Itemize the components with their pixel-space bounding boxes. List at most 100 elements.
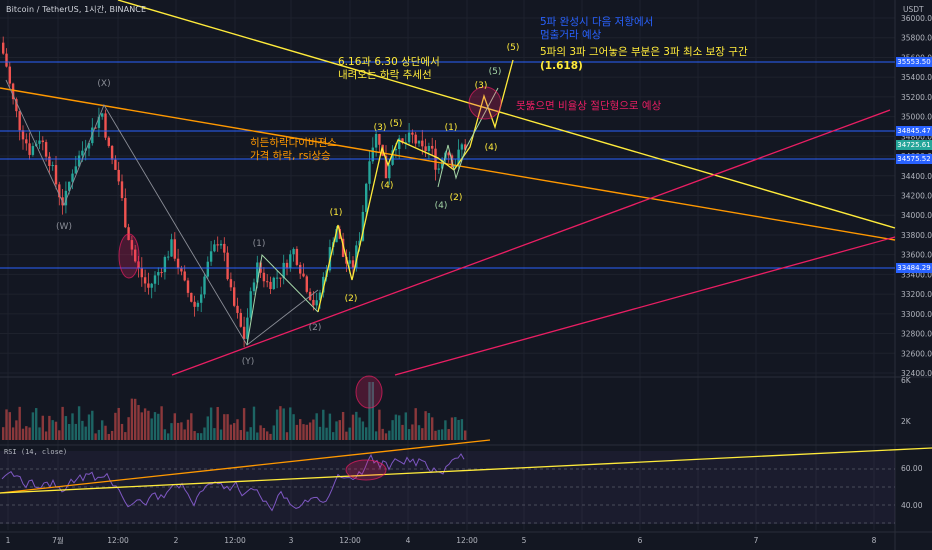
candle-body xyxy=(150,283,153,288)
volume-bar xyxy=(279,406,282,440)
price-tick-label: 33600.00 xyxy=(901,251,932,260)
time-tick-label: 7월 xyxy=(52,535,64,545)
volume-bar xyxy=(302,424,305,440)
sub-wave-path-2 xyxy=(437,87,499,188)
price-tick-label: 35400.00 xyxy=(901,73,932,82)
volume-bar xyxy=(143,408,147,440)
candle-body xyxy=(285,262,289,269)
volume-bar xyxy=(256,432,259,440)
volume-bar xyxy=(335,421,338,440)
volume-bar xyxy=(81,420,84,440)
wave-label-sub-4b: (4) xyxy=(485,143,498,153)
candle-body xyxy=(77,155,81,167)
chart-title: Bitcoin / TetherUS, 1시간, BINANCE xyxy=(6,5,147,14)
drawings: (X)(W)(Y)(1)(2)(1)(2)(3)(4)(5) (1)(2)(3)(… xyxy=(0,0,932,494)
candle-body xyxy=(200,294,203,303)
volume-bar xyxy=(371,382,374,440)
volume-bar xyxy=(239,430,242,440)
volume-bar xyxy=(295,424,299,440)
candle-body xyxy=(203,276,206,295)
annotation-yellow-2: (1.618) xyxy=(540,60,583,72)
candle-body xyxy=(341,238,345,257)
price-tick-label: 34400.00 xyxy=(901,172,932,181)
time-tick-label: 12:00 xyxy=(456,536,478,545)
candle-body xyxy=(107,137,110,146)
highlight-ellipse xyxy=(345,459,387,481)
candle-body xyxy=(404,142,407,144)
price-tag-35553: 35553.50 xyxy=(896,57,932,67)
wave-label-sub-2b: (2) xyxy=(450,193,463,203)
candle-body xyxy=(229,279,233,288)
candle-body xyxy=(219,243,223,246)
volume-bar xyxy=(226,414,229,440)
volume-bar xyxy=(275,409,279,440)
pink-support-line-lower xyxy=(394,236,896,376)
rsi-line xyxy=(1,453,465,512)
volume-bar xyxy=(25,426,28,440)
volume-bar xyxy=(378,409,381,440)
volume-bar xyxy=(411,424,414,440)
candle-body xyxy=(143,277,147,284)
candle-body xyxy=(378,133,381,145)
volume-bar xyxy=(394,414,398,440)
time-tick-label: 12:00 xyxy=(224,536,246,545)
volume-bar xyxy=(186,419,190,440)
volume-bar xyxy=(246,431,249,440)
candle-body xyxy=(124,198,127,228)
volume-bar xyxy=(58,430,61,440)
time-tick-label: 6 xyxy=(638,536,643,545)
volume-bar xyxy=(213,428,216,440)
candle-body xyxy=(173,239,176,259)
candle-body xyxy=(431,145,434,149)
volume-bar xyxy=(124,432,127,440)
volume-bar xyxy=(381,428,384,440)
volume-bar xyxy=(348,427,351,440)
candle-body xyxy=(41,140,44,143)
candle-body xyxy=(348,260,351,264)
candle-body xyxy=(233,287,236,306)
candle-body xyxy=(427,145,431,151)
rsi-yellow-line xyxy=(0,447,932,494)
candle-body xyxy=(120,181,124,199)
candle-body xyxy=(374,133,378,148)
volume-bar xyxy=(94,433,97,440)
candle-body xyxy=(398,138,401,149)
candle-body xyxy=(68,181,71,191)
volume-bar xyxy=(272,425,275,440)
volume-bar xyxy=(107,433,110,440)
volume-tick-label: 2K xyxy=(901,417,912,426)
volume-bar xyxy=(114,412,117,440)
volume-bar xyxy=(91,410,94,440)
price-tag-current: 34725.61 xyxy=(896,140,932,150)
volume-bar xyxy=(401,424,404,440)
candle-body xyxy=(193,301,196,307)
volume-bar xyxy=(176,422,180,440)
candle-body xyxy=(5,53,8,67)
volume-bar xyxy=(460,419,464,440)
candle-body xyxy=(361,211,365,241)
candle-body xyxy=(163,256,167,273)
volume-bar xyxy=(444,420,447,440)
volume-bar xyxy=(104,425,107,440)
orange-trend-line xyxy=(0,87,896,241)
volume-bar xyxy=(341,411,345,440)
volume-bar xyxy=(391,420,394,440)
candle-body xyxy=(31,146,35,155)
wxy-path xyxy=(5,79,319,346)
volume-bar xyxy=(450,417,454,440)
candle-body xyxy=(295,248,299,265)
volume-bar xyxy=(130,398,134,440)
candle-body xyxy=(18,111,21,131)
price-tick-label: 33800.00 xyxy=(901,231,932,240)
volume-bar xyxy=(117,407,120,440)
volume-bar xyxy=(365,427,368,440)
volume-bar xyxy=(196,433,200,440)
volume-bar xyxy=(15,420,18,440)
volume-bar xyxy=(289,407,292,440)
candle-body xyxy=(460,144,464,150)
volume-bar xyxy=(153,412,157,440)
price-tick-label: 35200.00 xyxy=(901,93,932,102)
candle-body xyxy=(25,139,28,144)
volume-bar xyxy=(134,398,137,440)
